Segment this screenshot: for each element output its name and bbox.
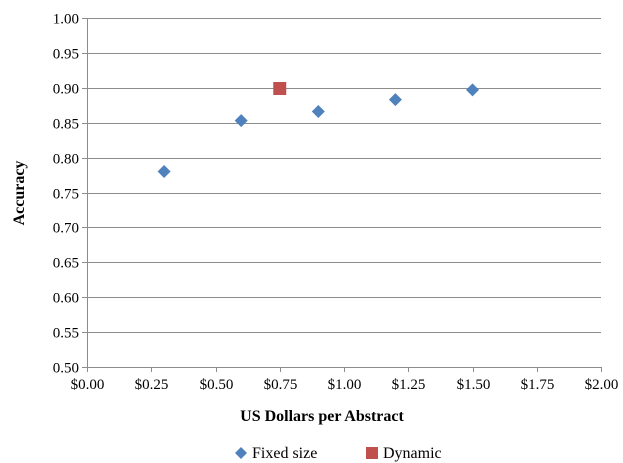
x-tick-label: $2.00: [585, 377, 619, 393]
legend: Fixed size Dynamic: [235, 445, 442, 462]
y-tick-label: 1.00: [53, 12, 79, 28]
fixed-size-point: [157, 165, 171, 179]
legend-marker-square: [366, 447, 378, 459]
x-tick-label: $0.00: [71, 377, 105, 393]
legend-label-dynamic: Dynamic: [383, 445, 442, 462]
gridlines: [87, 18, 601, 333]
x-tick-label: $1.75: [521, 377, 555, 393]
y-tick-label: 0.70: [53, 221, 79, 237]
axes: [82, 18, 602, 372]
fixed-size-point: [234, 114, 248, 128]
legend-item-fixed-size: Fixed size: [235, 445, 317, 462]
y-tick-label: 0.90: [53, 82, 79, 98]
y-tick-label: 0.80: [53, 152, 79, 168]
dynamic-point: [273, 81, 287, 95]
y-tick-label: 0.50: [53, 361, 79, 377]
fixed-size-point: [388, 93, 402, 107]
y-tick-label: 0.95: [53, 47, 79, 63]
x-tick-label: $1.25: [392, 377, 426, 393]
x-axis-tick-labels: $0.00 $0.25 $0.50 $0.75 $1.00 $1.25 $1.50 $1.75…: [71, 377, 619, 393]
y-tick-label: 0.75: [53, 187, 79, 203]
y-tick-label: 0.55: [53, 326, 79, 342]
y-axis-title: Accuracy: [11, 161, 28, 226]
fixed-size-point: [311, 105, 325, 119]
x-tick-label: $0.50: [200, 377, 234, 393]
y-axis-tick-labels: 0.50 0.55 0.60 0.65 0.70 0.75 0.80 0.85 0.90 0.95…: [53, 12, 79, 377]
y-tick-label: 0.60: [53, 291, 79, 307]
y-tick-label: 0.65: [53, 256, 79, 272]
x-tick-label: $1.50: [457, 377, 491, 393]
x-tick-label: $1.00: [328, 377, 362, 393]
legend-marker-diamond: [235, 447, 247, 459]
data-points: [157, 81, 479, 179]
x-tick-label: $0.75: [264, 377, 298, 393]
x-axis-title: US Dollars per Abstract: [240, 408, 404, 425]
legend-item-dynamic: Dynamic: [366, 445, 442, 462]
legend-label-fixed-size: Fixed size: [252, 445, 317, 462]
x-tick-label: $0.25: [135, 377, 169, 393]
y-tick-label: 0.85: [53, 117, 79, 133]
fixed-size-point: [466, 83, 479, 97]
